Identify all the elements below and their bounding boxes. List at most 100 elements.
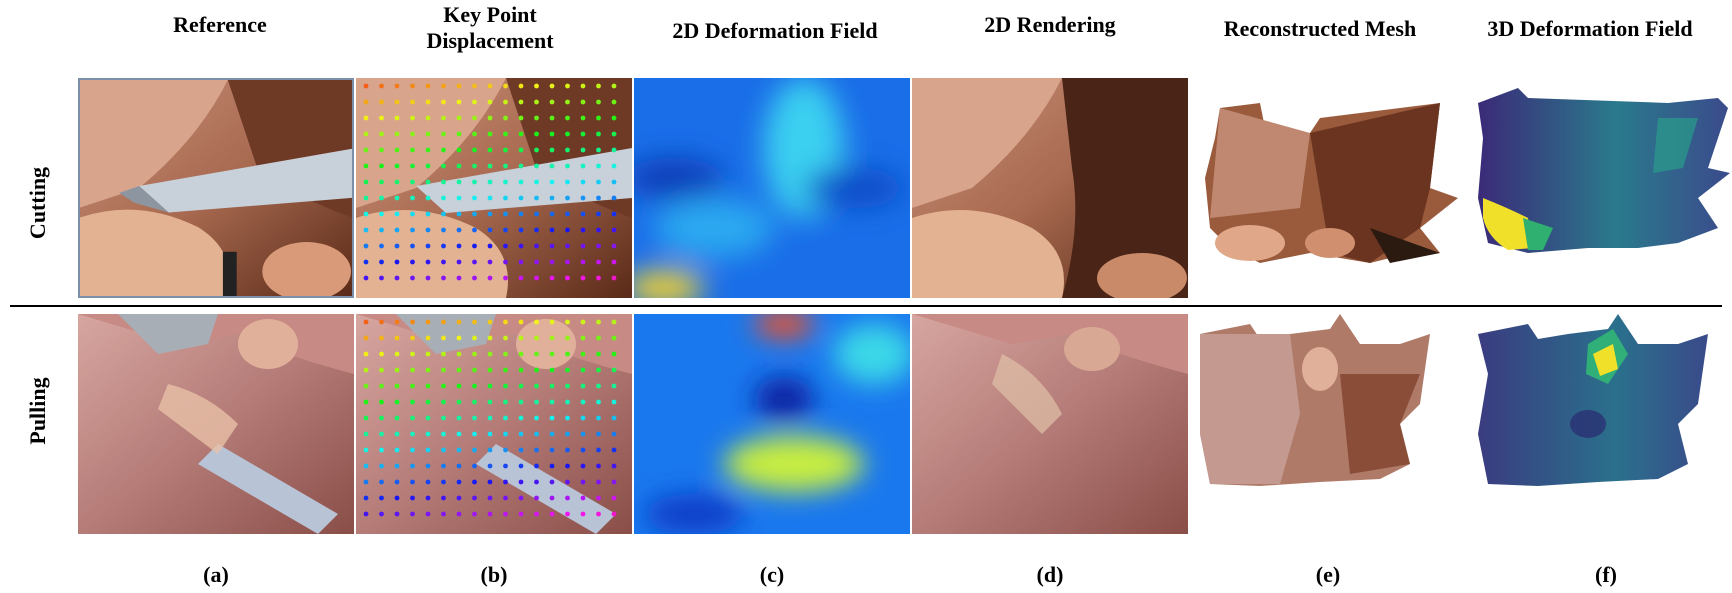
keypoint-dot [379,83,384,89]
keypoint-dot [456,243,462,249]
keypoint-dot [425,415,431,421]
keypoint-dot [456,163,462,169]
keypoint-dot [518,495,524,501]
keypoint-dot [534,211,539,217]
keypoint-dot [503,431,508,437]
keypoint-dot [472,243,477,249]
keypoint-dot [456,479,462,485]
keypoint-dot [472,131,477,137]
keypoint-dot [410,351,415,357]
keypoint-dot [379,163,384,169]
keypoint-dot [611,511,617,517]
keypoint-dot [363,511,369,517]
keypoint-dot [379,367,384,373]
keypoint-dot [565,495,570,501]
keypoint-dot [580,367,586,373]
keypoint-dot [565,83,570,89]
keypoint-dot [518,179,524,185]
keypoint-dot [580,447,586,453]
keypoint-dot [410,227,415,233]
keypoint-dot [487,163,493,169]
keypoint-dot [410,383,415,389]
keypoint-dot [611,195,617,201]
keypoint-dot [425,367,431,373]
keypoint-dot [534,335,539,341]
keypoint-dot [425,115,431,121]
keypoint-dot [487,211,493,217]
keypoint-dot [363,211,369,217]
keypoint-dot [441,511,446,517]
keypoint-dot [503,367,508,373]
keypoint-dot [596,275,601,281]
keypoint-dot [456,99,462,105]
keypoint-dot [379,99,384,105]
keypoint-dot [425,351,431,357]
keypoint-dot [565,479,570,485]
keypoint-dot [549,259,555,265]
keypoint-dot [596,319,601,325]
keypoint-dot [503,399,508,405]
keypoint-dot [487,227,493,233]
keypoint-dot [394,335,400,341]
keypoint-dot [472,447,477,453]
keypoint-dot [596,259,601,265]
keypoint-dot [611,463,617,469]
keypoint-dot [394,447,400,453]
keypoint-dot [518,431,524,437]
keypoint-dot [379,179,384,185]
subfigure-label-e: (e) [1315,562,1341,587]
keypoint-dot [549,495,555,501]
keypoint-dot [503,495,508,501]
keypoint-dot [379,195,384,201]
keypoint-dot [410,479,415,485]
keypoint-dot [379,131,384,137]
keypoint-dot [425,335,431,341]
keypoint-dot [565,115,570,121]
keypoint-dot [518,83,524,89]
keypoint-dot [487,195,493,201]
keypoint-dot [518,447,524,453]
keypoint-dot [410,243,415,249]
keypoint-dot [394,415,400,421]
keypoint-dot [472,179,477,185]
keypoint-dot [363,479,369,485]
keypoint-dot [410,399,415,405]
keypoint-dot [410,431,415,437]
keypoint-dot [410,163,415,169]
keypoint-dot [596,147,601,153]
panel-pulling-rendering [912,314,1188,534]
keypoint-dot [611,275,617,281]
keypoint-dot [487,383,493,389]
keypoint-dot [425,479,431,485]
keypoint-dot [441,335,446,341]
keypoint-dot [456,383,462,389]
keypoint-dot [549,335,555,341]
keypoint-dot [565,163,570,169]
keypoint-dot [534,275,539,281]
keypoint-dot [394,131,400,137]
keypoint-dot [596,163,601,169]
keypoint-dot [394,227,400,233]
keypoint-dot [441,383,446,389]
panel-pulling-3d-field [1468,314,1732,534]
keypoint-dot [472,195,477,201]
keypoint-dot [549,131,555,137]
keypoint-dot [394,211,400,217]
keypoint-dot [503,447,508,453]
keypoint-dot [549,431,555,437]
keypoint-dot [456,447,462,453]
keypoint-dot [363,399,369,405]
keypoint-dot [534,227,539,233]
keypoint-dot [394,147,400,153]
keypoint-dot [503,243,508,249]
keypoint-dot [549,415,555,421]
keypoint-dot [410,275,415,281]
keypoint-dot [456,415,462,421]
keypoint-dot [379,447,384,453]
keypoint-dot [611,259,617,265]
keypoint-dot [410,415,415,421]
keypoint-dot [363,131,369,137]
keypoint-dot [425,163,431,169]
column-title-line: 3D Deformation Field [1487,16,1693,41]
row-divider [10,305,1722,307]
